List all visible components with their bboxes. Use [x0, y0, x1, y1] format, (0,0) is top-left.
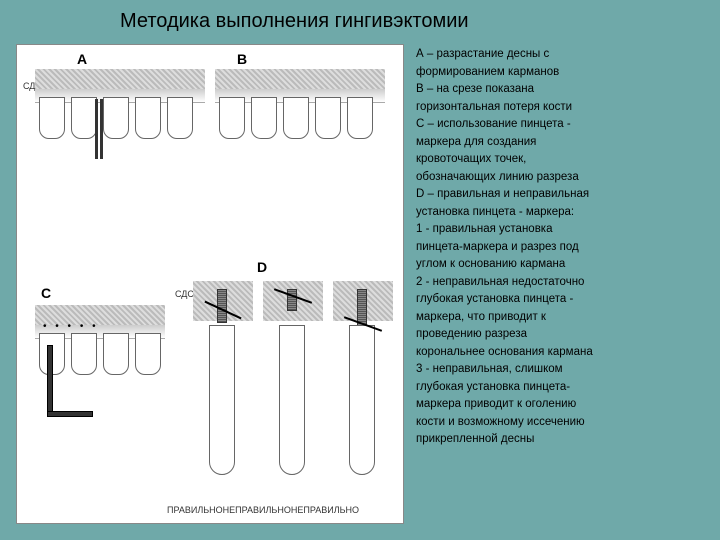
- text-line: формированием карманов: [416, 64, 706, 82]
- text-line: прикрепленной десны: [416, 431, 706, 449]
- label-d: D: [257, 259, 267, 275]
- text-line: кровоточащих точек,: [416, 151, 706, 169]
- label-b: B: [237, 51, 247, 67]
- text-line: А – разрастание десны с: [416, 46, 706, 64]
- text-line: установка пинцета - маркера:: [416, 204, 706, 222]
- caption-d2: НЕПРАВИЛЬНО: [223, 505, 291, 515]
- description-text: А – разрастание десны с формированием ка…: [416, 46, 706, 449]
- caption-d3: НЕПРАВИЛЬНО: [291, 505, 359, 515]
- text-line: кости и возможному иссечению: [416, 414, 706, 432]
- text-line: В – на срезе показана: [416, 81, 706, 99]
- text-line: маркера, что приводит к: [416, 309, 706, 327]
- tool-c: [47, 345, 93, 435]
- text-line: корональнее основания кармана: [416, 344, 706, 362]
- text-line: D – правильная и неправильная: [416, 186, 706, 204]
- panel-b: [215, 69, 385, 139]
- text-line: углом к основанию кармана: [416, 256, 706, 274]
- panel-d3: [333, 281, 393, 481]
- label-c: C: [41, 285, 51, 301]
- text-line: 3 - неправильная, слишком: [416, 361, 706, 379]
- figure-panel: A СДС B C • • • • • D СДС: [16, 44, 404, 524]
- text-line: 2 - неправильная недостаточно: [416, 274, 706, 292]
- panel-d1: [193, 281, 253, 481]
- text-line: маркера приводит к оголению: [416, 396, 706, 414]
- text-line: глубокая установка пинцета-: [416, 379, 706, 397]
- label-a: A: [77, 51, 87, 67]
- text-line: пинцета-маркера и разрез под: [416, 239, 706, 257]
- sds-bottom: СДС: [175, 289, 194, 299]
- text-line: С – использование пинцета -: [416, 116, 706, 134]
- text-line: проведению разреза: [416, 326, 706, 344]
- text-line: горизонтальная потеря кости: [416, 99, 706, 117]
- page-title: Методика выполнения гингивэктомии: [120, 10, 469, 33]
- caption-d1: ПРАВИЛЬНО: [167, 505, 223, 515]
- panel-a: [35, 69, 205, 139]
- panel-d2: [263, 281, 323, 481]
- d-captions: ПРАВИЛЬНО НЕПРАВИЛЬНО НЕПРАВИЛЬНО: [17, 505, 403, 515]
- text-line: маркера для создания: [416, 134, 706, 152]
- text-line: глубокая установка пинцета -: [416, 291, 706, 309]
- text-line: 1 - правильная установка: [416, 221, 706, 239]
- text-line: обозначающих линию разреза: [416, 169, 706, 187]
- bleed-dots: • • • • •: [43, 321, 99, 332]
